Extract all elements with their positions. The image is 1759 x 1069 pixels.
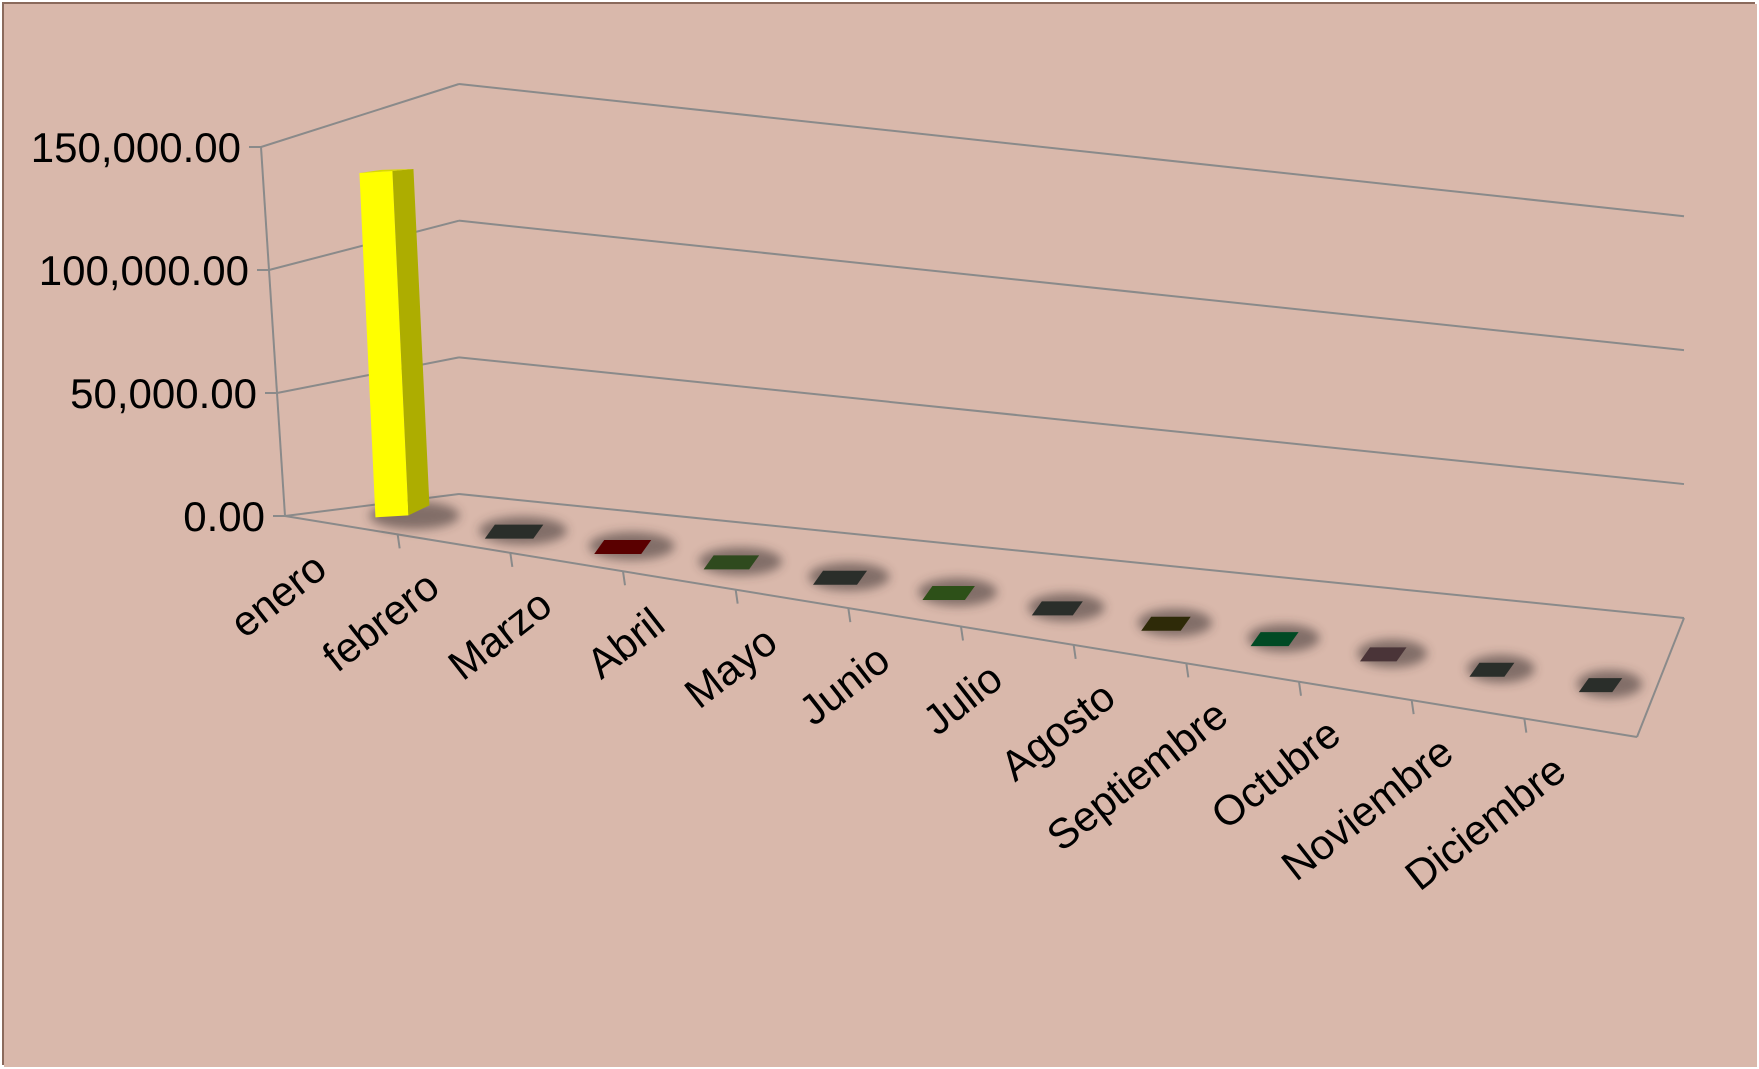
bar-front-face — [359, 170, 409, 518]
x-tick-mark — [1185, 663, 1190, 678]
bar-noviembre — [1467, 654, 1535, 683]
x-tick-mark — [1523, 718, 1528, 733]
bar-top-face — [813, 570, 868, 585]
bars — [359, 168, 1643, 699]
bar-top-face — [594, 540, 652, 555]
bar-top-face — [1578, 678, 1623, 693]
bar-agosto — [1137, 608, 1213, 637]
chart-background — [4, 4, 1757, 1067]
side-wall-gridline — [284, 493, 460, 517]
bar-febrero — [479, 516, 567, 545]
y-tick-label: 150,000.00 — [31, 124, 241, 171]
x-tick-mark — [622, 571, 626, 586]
x-tick-mark — [1298, 681, 1302, 696]
bar-julio — [1028, 593, 1105, 622]
bar-septiembre — [1247, 624, 1320, 653]
back-wall-gridline — [458, 219, 1685, 352]
x-tick-mark — [509, 552, 514, 567]
y-tick-label: 0.00 — [183, 493, 265, 540]
y-tick-label: 100,000.00 — [39, 247, 249, 294]
back-wall-gridline — [458, 493, 1685, 619]
bar-abril — [698, 547, 783, 576]
bar-top-face — [359, 168, 414, 173]
bar-top-face — [1031, 601, 1083, 616]
x-tick-mark — [960, 626, 964, 641]
y-tick-labels: 0.00 50,000.00 100,000.00 150,000.00 — [31, 124, 265, 540]
axes — [249, 146, 1685, 738]
bar-top-face — [1250, 632, 1299, 647]
floor-right-edge — [1636, 617, 1685, 738]
bar-side-face — [392, 168, 430, 516]
x-tick-mark — [734, 589, 739, 604]
x-tick-mark — [396, 534, 401, 549]
bar-top-face — [1469, 662, 1515, 677]
bar-top-face — [703, 555, 760, 570]
side-wall-gridline — [260, 83, 460, 148]
bar-mayo — [808, 562, 890, 591]
bar-top-face — [922, 586, 975, 601]
bar-marzo — [588, 532, 675, 561]
bar-top-face — [484, 524, 544, 539]
y-tick-label: 50,000.00 — [70, 370, 257, 417]
bar-octubre — [1357, 639, 1428, 668]
x-tick-mark — [1410, 700, 1415, 715]
y-axis-line — [260, 146, 286, 517]
x-tick-mark — [847, 607, 852, 623]
back-wall-gridline — [458, 356, 1685, 486]
bar-top-face — [1359, 647, 1407, 662]
bar-enero — [359, 168, 460, 530]
bar-diciembre — [1576, 670, 1643, 699]
bar-junio — [918, 578, 998, 607]
back-wall-gridline — [458, 83, 1685, 218]
side-wall-gridline — [276, 356, 460, 394]
bar-top-face — [1141, 616, 1191, 631]
x-tick-mark — [1072, 644, 1077, 660]
